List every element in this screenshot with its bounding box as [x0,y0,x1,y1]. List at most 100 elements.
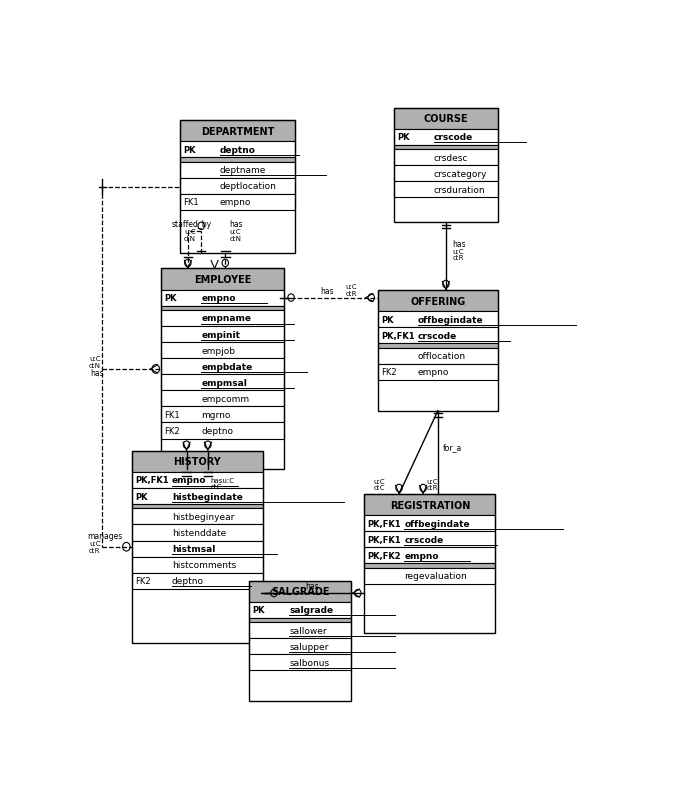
Bar [161,310,284,326]
Bar [180,142,295,158]
Text: d:N: d:N [184,235,196,241]
Text: has: has [230,221,243,229]
Text: histmsal: histmsal [172,545,215,553]
Text: has: has [320,286,334,295]
Bar [180,158,295,162]
Text: empbdate: empbdate [201,363,253,371]
Bar [364,564,495,568]
Text: FK2: FK2 [381,368,397,377]
Text: PK,FK1: PK,FK1 [368,535,401,544]
Text: salupper: salupper [290,642,329,651]
Bar [161,326,284,342]
Text: crsdesc: crsdesc [434,153,469,163]
Text: empname: empname [201,314,251,323]
Text: empcomm: empcomm [201,395,249,403]
Text: sallower: sallower [290,626,327,635]
Text: crscode: crscode [418,331,457,340]
Text: manages: manages [88,532,123,541]
Text: REGISTRATION: REGISTRATION [390,500,470,510]
Text: regevaluation: regevaluation [404,572,467,581]
Text: empjob: empjob [201,346,235,355]
Text: empinit: empinit [201,330,240,339]
Text: d:R: d:R [89,547,101,553]
Bar [161,391,284,407]
Bar [377,312,498,328]
Text: d:C: d:C [210,484,222,489]
Text: histcomments: histcomments [172,561,236,569]
Bar [161,306,284,310]
Text: empmsal: empmsal [201,379,247,387]
Bar [249,602,351,618]
Bar [249,618,351,622]
Bar [394,108,498,223]
Text: u:C: u:C [89,541,101,546]
Bar [161,342,284,358]
Text: PK,FK1: PK,FK1 [135,476,168,485]
Text: histbegindate: histbegindate [172,492,243,501]
Text: empno: empno [172,476,206,485]
Bar [180,178,295,194]
Bar [249,638,351,654]
Text: hasu:C: hasu:C [210,477,235,484]
Bar [377,291,498,312]
Text: u:C: u:C [346,284,357,290]
Bar [364,495,495,634]
Text: EMPLOYEE: EMPLOYEE [194,274,251,285]
Bar [394,166,498,182]
Bar [249,654,351,670]
Bar [180,162,295,178]
Text: u:C: u:C [89,355,101,362]
Bar [161,269,284,470]
Bar [132,452,263,472]
Bar [394,108,498,130]
Bar [132,541,263,557]
Text: SALGRADE: SALGRADE [271,586,329,597]
Text: PK: PK [183,145,195,155]
Bar [364,568,495,584]
Text: empno: empno [418,368,449,377]
Text: has: has [306,581,319,590]
Text: PK,FK1: PK,FK1 [368,519,401,528]
Text: staffed_by: staffed_by [172,221,212,229]
Text: mgrno: mgrno [201,411,230,419]
Bar [394,182,498,198]
Bar [132,508,263,525]
Bar [161,269,284,290]
Text: offbegindate: offbegindate [418,315,484,324]
Bar [394,146,498,150]
Text: d:R: d:R [346,290,357,296]
Bar [161,290,284,306]
Text: empno: empno [201,294,236,302]
Text: PK: PK [397,133,409,142]
Bar [394,150,498,166]
Text: has: has [452,240,466,249]
Text: PK: PK [381,315,393,324]
Text: deptno: deptno [201,427,233,435]
Bar [180,121,295,142]
Bar [132,504,263,508]
Text: u:C: u:C [426,478,438,484]
Text: FK1: FK1 [183,198,199,207]
Text: PK,FK2: PK,FK2 [368,551,401,560]
Bar [161,423,284,439]
Text: u:C: u:C [373,478,385,484]
Bar [364,516,495,532]
Text: PK: PK [164,294,177,302]
Text: salgrade: salgrade [290,606,333,614]
Text: FK1: FK1 [164,411,180,419]
Bar [377,364,498,380]
Bar [364,495,495,516]
Text: deptlocation: deptlocation [220,182,277,191]
Text: has: has [90,369,104,378]
Bar [377,344,498,348]
Bar [180,121,295,253]
Bar [249,622,351,638]
Text: OFFERING: OFFERING [411,296,466,306]
Text: offlocation: offlocation [418,352,466,361]
Bar [132,573,263,589]
Bar [394,130,498,146]
Bar [377,291,498,411]
Text: u:C: u:C [230,229,241,235]
Bar [377,328,498,344]
Text: histbeginyear: histbeginyear [172,512,234,521]
